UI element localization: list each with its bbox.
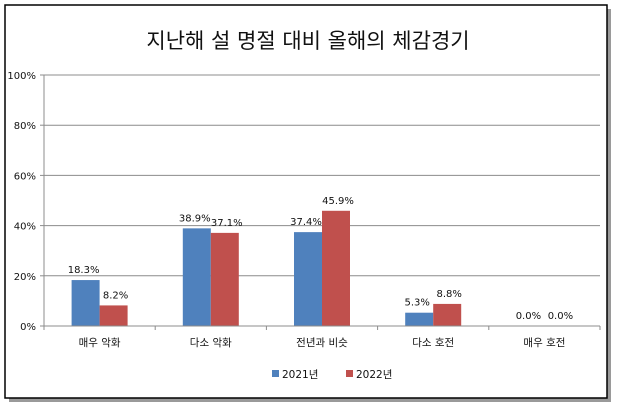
bar	[210, 232, 239, 326]
data-label: 37.4%	[290, 217, 322, 228]
data-label: 8.2%	[103, 290, 128, 301]
data-labels: 18.3% 8.2% 38.9% 37.1% 37.4%45.9% 5.3% 8.8% 0.0…	[68, 196, 573, 322]
chart-title: 지난해 설 명절 대비 올해의 체감경기	[146, 29, 469, 53]
legend-swatch	[272, 370, 279, 377]
bar	[433, 303, 462, 326]
legend-label: 2021년	[282, 369, 318, 381]
y-tick-label: 100%	[7, 71, 36, 82]
data-label: 0.0%	[516, 311, 541, 322]
legend: 2021년 2022년	[272, 369, 392, 381]
y-tick-label: 20%	[14, 272, 36, 283]
x-tick-label: 전년과 비슷	[296, 337, 348, 349]
bar	[405, 312, 434, 326]
data-label: 8.8%	[436, 289, 461, 300]
data-label: 38.9%	[179, 213, 211, 224]
data-label: 5.3%	[404, 298, 429, 309]
y-tick-label: 40%	[14, 222, 36, 233]
y-tick-label: 0%	[20, 322, 36, 333]
y-tick-label: 60%	[14, 171, 36, 182]
bar	[322, 210, 350, 326]
y-tick-label: 80%	[14, 121, 36, 132]
x-tick-label: 매우 악화	[79, 337, 121, 349]
data-label: 0.0%	[548, 311, 573, 322]
bar	[294, 232, 322, 326]
bar	[71, 280, 100, 326]
x-tick-label: 다소 악화	[190, 337, 232, 349]
data-label: 45.9%	[322, 196, 354, 207]
legend-swatch	[346, 370, 353, 377]
legend-label: 2022년	[356, 369, 392, 381]
y-axis-ticks: 0% 20% 40% 60% 80% 100%	[7, 71, 36, 333]
x-axis-categories: 매우 악화 다소 악화 전년과 비슷 다소 호전 매우 호전	[79, 337, 566, 349]
axes	[40, 74, 601, 330]
bar	[99, 305, 128, 326]
bars	[71, 210, 462, 326]
data-label: 37.1%	[211, 218, 243, 229]
frame-border	[4, 4, 608, 399]
bar	[182, 228, 211, 326]
data-label: 18.3%	[68, 265, 100, 276]
x-tick-label: 매우 호전	[523, 337, 565, 349]
x-tick-label: 다소 호전	[412, 337, 454, 349]
